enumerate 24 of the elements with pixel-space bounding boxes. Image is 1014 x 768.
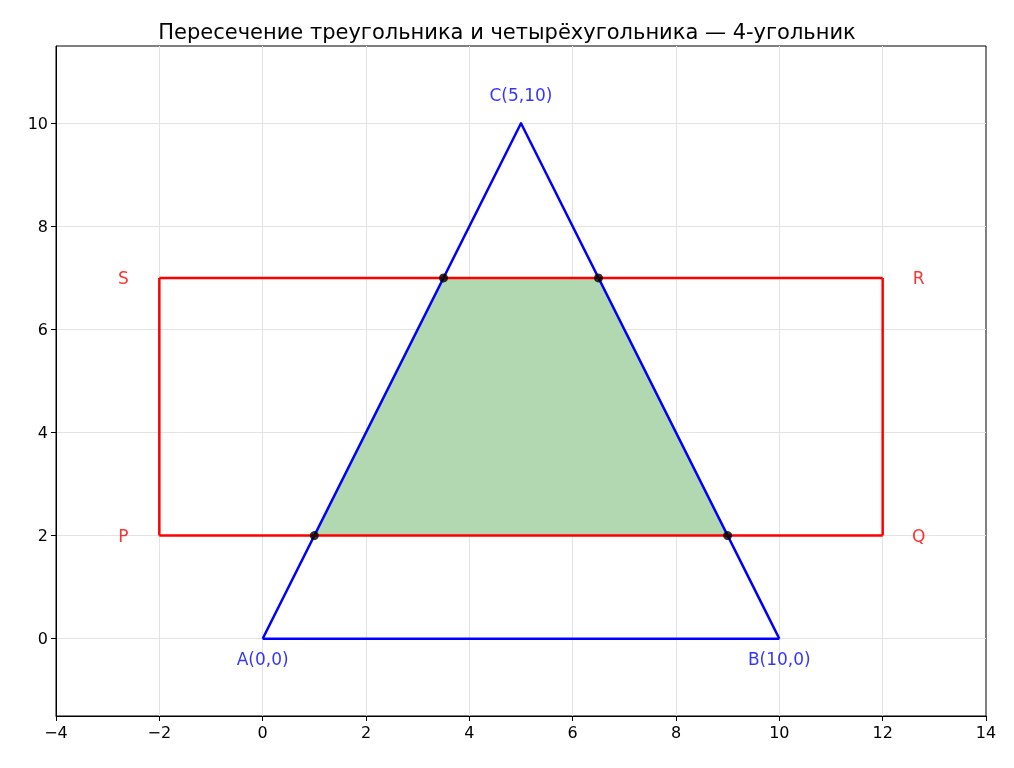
- x-tick-label: 2: [360, 722, 372, 742]
- x-tick-label: 4: [464, 722, 475, 742]
- annotation: B(10,0): [747, 648, 811, 669]
- x-tick-label: 12: [872, 722, 893, 742]
- chart-title: Пересечение треугольника и четырёхугольника — 4-угольник: [158, 19, 856, 44]
- annotation: Q: [911, 525, 926, 546]
- x-tick-label: 0: [257, 722, 268, 742]
- x-tick-label: 10: [769, 722, 790, 742]
- x-tick-label: −4: [44, 722, 68, 742]
- y-tick-label: 0: [37, 629, 48, 649]
- x-tick-label: −2: [147, 722, 172, 742]
- x-tick-label: 6: [567, 722, 578, 742]
- y-tick-label: 2: [37, 526, 48, 546]
- x-tick-label: 8: [670, 722, 682, 742]
- annotation: A(0,0): [236, 648, 289, 669]
- x-tick-label: 14: [975, 722, 997, 742]
- y-tick-label: 10: [27, 113, 48, 133]
- y-tick-label: 4: [37, 423, 48, 443]
- y-tick-label: 8: [37, 216, 48, 236]
- annotation: R: [912, 267, 925, 288]
- annotation: S: [117, 267, 129, 288]
- y-tick-label: 6: [37, 319, 48, 339]
- annotation: P: [118, 525, 129, 546]
- annotation: C(5,10): [489, 85, 553, 106]
